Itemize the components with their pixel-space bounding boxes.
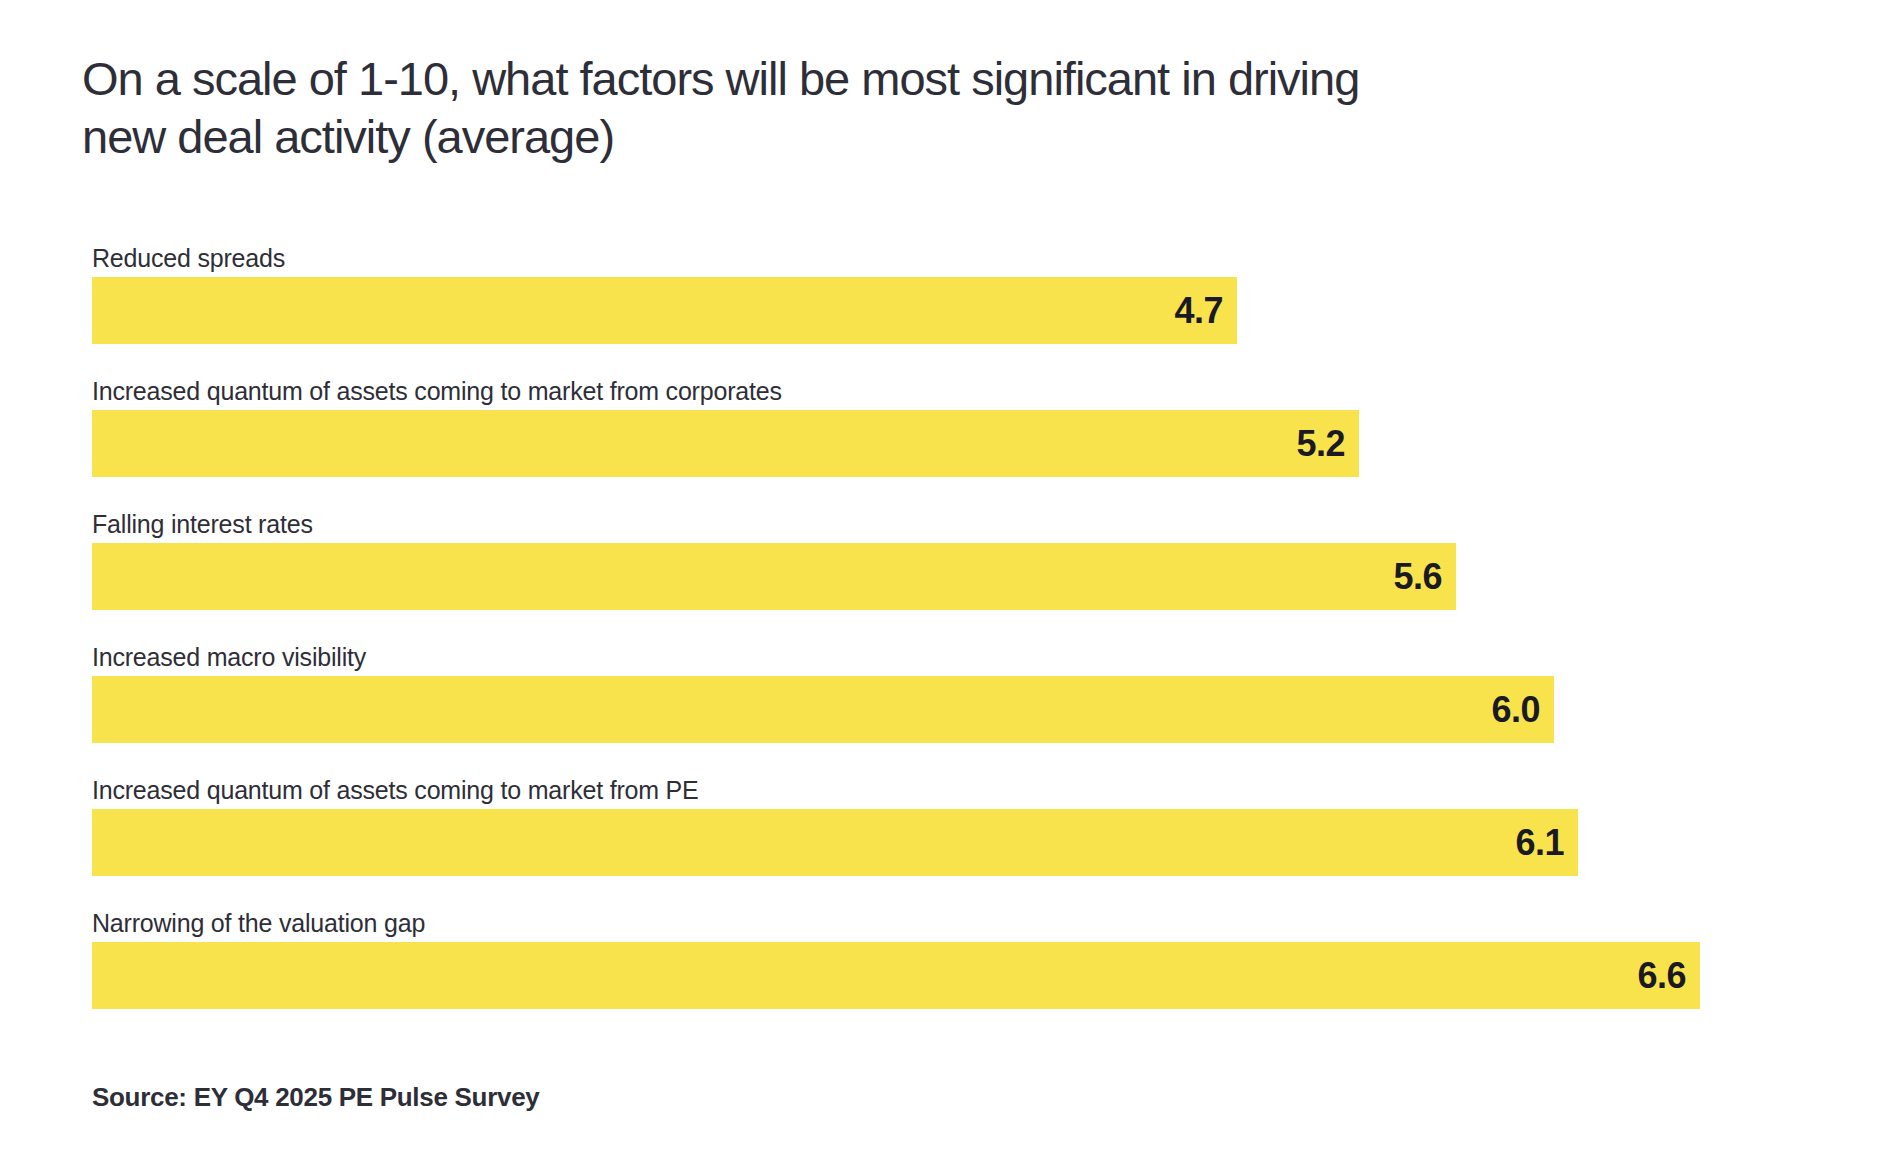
- bar: 6.1: [92, 809, 1578, 876]
- bar-value-label: 6.6: [1637, 955, 1686, 997]
- chart-row: Reduced spreads 4.7: [92, 244, 1802, 344]
- bar-label: Narrowing of the valuation gap: [92, 909, 1802, 937]
- bar-value-label: 6.1: [1515, 822, 1564, 864]
- chart-title-line-1: On a scale of 1-10, what factors will be…: [82, 50, 1359, 108]
- bar-label: Increased quantum of assets coming to ma…: [92, 377, 1802, 405]
- chart-row: Falling interest rates 5.6: [92, 510, 1802, 610]
- chart-title: On a scale of 1-10, what factors will be…: [82, 50, 1359, 166]
- chart-row: Increased macro visibility 6.0: [92, 643, 1802, 743]
- bar-label: Falling interest rates: [92, 510, 1802, 538]
- bar-value-label: 5.6: [1393, 556, 1442, 598]
- bar: 5.2: [92, 410, 1359, 477]
- source-note: Source: EY Q4 2025 PE Pulse Survey: [92, 1082, 539, 1113]
- bar-value-label: 6.0: [1491, 689, 1540, 731]
- bar: 6.6: [92, 942, 1700, 1009]
- bar-value-label: 4.7: [1174, 290, 1223, 332]
- bar-label: Reduced spreads: [92, 244, 1802, 272]
- bar-value-label: 5.2: [1296, 423, 1345, 465]
- bar-chart: Reduced spreads 4.7 Increased quantum of a…: [92, 244, 1802, 1042]
- chart-title-line-2: new deal activity (average): [82, 108, 1359, 166]
- bar: 6.0: [92, 676, 1554, 743]
- chart-page: On a scale of 1-10, what factors will be…: [0, 0, 1888, 1156]
- bar: 5.6: [92, 543, 1456, 610]
- chart-row: Narrowing of the valuation gap 6.6: [92, 909, 1802, 1009]
- chart-row: Increased quantum of assets coming to ma…: [92, 377, 1802, 477]
- chart-row: Increased quantum of assets coming to ma…: [92, 776, 1802, 876]
- bar: 4.7: [92, 277, 1237, 344]
- bar-label: Increased macro visibility: [92, 643, 1802, 671]
- bar-label: Increased quantum of assets coming to ma…: [92, 776, 1802, 804]
